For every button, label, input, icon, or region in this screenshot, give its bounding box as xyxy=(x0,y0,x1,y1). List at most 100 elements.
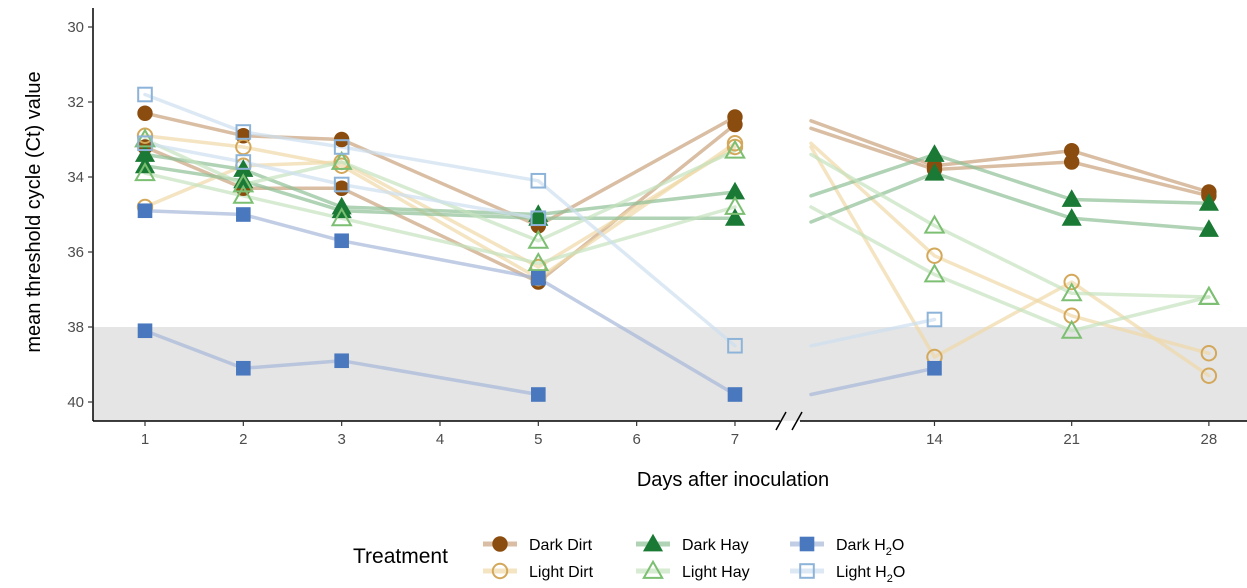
series-line xyxy=(809,119,1211,194)
x-tick-label: 3 xyxy=(337,431,345,448)
data-point xyxy=(1060,319,1083,339)
data-point xyxy=(924,162,945,181)
data-point xyxy=(137,323,153,339)
series-points xyxy=(134,86,1220,402)
shaded-band xyxy=(93,327,1247,421)
data-point xyxy=(1060,282,1083,302)
series-line xyxy=(809,126,1211,198)
series-line xyxy=(809,317,937,348)
series-line xyxy=(143,141,541,221)
y-tick-label: 38 xyxy=(67,319,84,336)
legend-marker xyxy=(799,563,815,579)
legend-item: Dark Dirt xyxy=(483,536,593,554)
data-point xyxy=(134,161,156,182)
data-point xyxy=(724,195,746,215)
series-line xyxy=(809,152,1211,206)
legend-title: Treatment xyxy=(353,545,448,568)
series-line xyxy=(809,171,1211,232)
x-tick-label: 7 xyxy=(731,431,739,448)
series-line xyxy=(809,205,1211,333)
series-line xyxy=(143,171,737,265)
legend-marker xyxy=(491,562,509,580)
y-tick-label: 30 xyxy=(67,19,84,36)
data-point xyxy=(137,135,153,152)
x-tick-label: 28 xyxy=(1201,431,1218,448)
data-point xyxy=(333,139,350,155)
data-point xyxy=(235,154,252,170)
series-line xyxy=(143,329,541,397)
data-point xyxy=(1200,345,1218,362)
legend-item: Dark Hay xyxy=(636,533,749,554)
legend-item: Light Hay xyxy=(636,559,750,581)
axis-break-mark xyxy=(775,411,787,431)
legend-marker xyxy=(799,536,815,552)
data-point xyxy=(727,387,743,402)
data-point xyxy=(923,263,946,283)
data-point xyxy=(530,172,547,189)
data-point xyxy=(137,203,153,219)
data-point xyxy=(727,337,743,354)
legend-item: Light Dirt xyxy=(483,562,594,581)
legend-items: Dark Dirt Light Dirt Dark Hay Light Hay Dark… xyxy=(483,533,905,585)
legend: Treatment Dark Dirt Light Dirt Dark Hay Lig… xyxy=(353,533,905,585)
data-point xyxy=(926,311,943,328)
series-line xyxy=(809,152,1211,299)
y-tick-label: 36 xyxy=(67,244,84,261)
data-point xyxy=(1061,189,1082,207)
legend-marker xyxy=(642,559,664,579)
data-point xyxy=(724,208,746,226)
data-point xyxy=(924,144,945,162)
data-point xyxy=(1197,285,1220,305)
legend-label: Light H2O xyxy=(836,564,905,585)
series-line xyxy=(809,141,1211,356)
y-tick-label: 32 xyxy=(67,94,84,111)
y-tick-label: 40 xyxy=(67,394,84,411)
data-point xyxy=(134,128,156,148)
data-point xyxy=(927,360,942,376)
data-point xyxy=(1198,193,1219,211)
data-point xyxy=(727,116,743,133)
data-point xyxy=(531,270,546,286)
data-point xyxy=(235,124,252,140)
data-point xyxy=(236,207,251,222)
data-point xyxy=(531,387,546,402)
legend-label: Light Hay xyxy=(682,564,750,581)
data-point xyxy=(724,139,746,159)
data-point xyxy=(334,353,349,369)
x-tick-label: 2 xyxy=(239,431,247,448)
data-point xyxy=(235,138,252,156)
data-point xyxy=(527,251,550,272)
data-point xyxy=(334,233,349,249)
legend-item: Dark H2O xyxy=(790,536,904,558)
data-point xyxy=(137,86,153,103)
data-point xyxy=(1061,208,1082,226)
series-line xyxy=(809,366,937,397)
legend-label: Light Dirt xyxy=(529,564,594,581)
y-axis-title: mean threshold cycle (Ct) value xyxy=(23,71,45,352)
x-tick-label: 14 xyxy=(926,431,943,448)
x-tick-label: 1 xyxy=(141,431,149,448)
x-tick-label: 4 xyxy=(436,431,444,448)
data-point xyxy=(330,150,353,170)
data-point xyxy=(1063,273,1080,291)
data-point xyxy=(1063,154,1080,170)
x-tick-label: 6 xyxy=(632,431,640,448)
data-point xyxy=(926,247,943,264)
x-tick-label: 5 xyxy=(534,431,542,448)
data-point xyxy=(236,360,251,376)
data-point xyxy=(137,105,153,121)
legend-marker xyxy=(492,536,508,552)
series-line xyxy=(809,145,1211,378)
series-line xyxy=(143,137,737,243)
data-point xyxy=(333,176,350,193)
data-point xyxy=(1200,367,1218,384)
legend-marker xyxy=(642,533,664,552)
y-tick-label: 34 xyxy=(67,169,84,186)
data-point xyxy=(530,210,547,227)
data-point xyxy=(923,214,946,234)
legend-item: Light H2O xyxy=(790,563,905,585)
legend-label: Dark Hay xyxy=(682,537,749,554)
legend-label: Dark H2O xyxy=(836,537,904,558)
